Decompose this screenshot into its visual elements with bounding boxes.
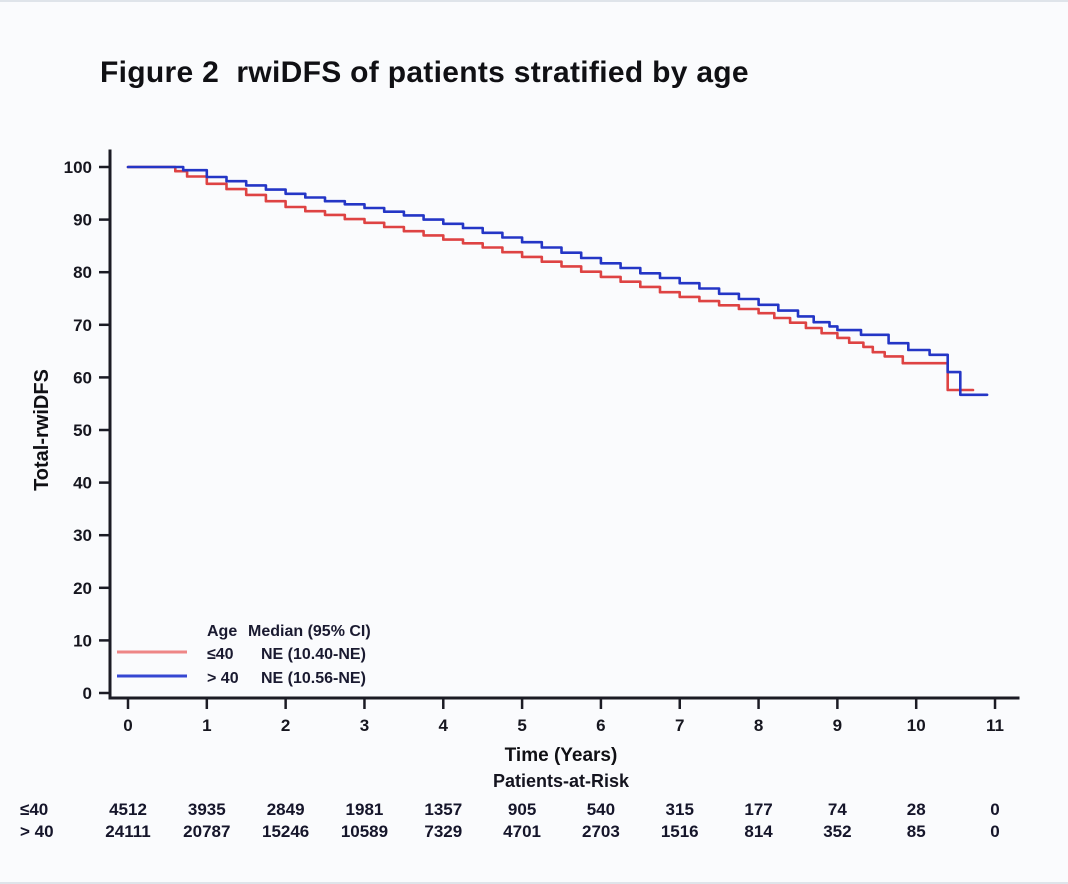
y-tick-label: 60 (73, 368, 92, 387)
risk-value: 24111 (105, 822, 150, 841)
risk-value: 20787 (183, 822, 230, 841)
risk-value: 0 (990, 800, 999, 819)
risk-value: 85 (907, 822, 926, 841)
risk-value: 315 (666, 800, 694, 819)
legend-median-gt40: NE (10.56-NE) (261, 670, 366, 687)
figure-title: Figure 2 rwiDFS of patients stratified b… (100, 56, 749, 89)
top-border (0, 0, 1068, 2)
risk-value: 28 (907, 800, 926, 819)
risk-table-header: Patients-at-Risk (493, 771, 630, 791)
legend-col2-header: Median (95% CI) (248, 623, 371, 640)
risk-value: 0 (990, 822, 999, 841)
legend-label-gt40: > 40 (207, 670, 239, 687)
x-tick-label: 4 (439, 716, 449, 735)
x-tick-label: 2 (281, 716, 290, 735)
y-tick-label: 10 (73, 631, 92, 650)
risk-value: 74 (828, 800, 847, 819)
y-axis-ticks: 0 10 20 30 40 50 60 70 80 90 100 (64, 158, 110, 703)
bottom-border (0, 882, 1068, 884)
x-tick-label: 11 (986, 716, 1004, 735)
x-tick-label: 8 (754, 716, 763, 735)
y-tick-label: 80 (73, 263, 92, 282)
risk-value: 352 (823, 822, 851, 841)
y-tick-label: 30 (73, 526, 92, 545)
risk-value: 7329 (424, 822, 462, 841)
x-tick-label: 9 (833, 716, 842, 735)
y-tick-label: 90 (73, 211, 92, 230)
risk-value: 2703 (582, 822, 620, 841)
y-tick-label: 0 (83, 684, 92, 703)
axes (108, 149, 1020, 700)
risk-value: 177 (744, 800, 772, 819)
legend-median-le40: NE (10.40-NE) (261, 646, 366, 663)
risk-value: 4512 (109, 800, 147, 819)
risk-value: 15246 (262, 822, 309, 841)
legend: Age Median (95% CI) ≤40 NE (10.40-NE) > … (117, 623, 371, 687)
risk-value: 3935 (188, 800, 226, 819)
risk-value: 1981 (346, 800, 384, 819)
risk-row-label: ≤40 (20, 800, 48, 819)
risk-value: 540 (587, 800, 615, 819)
y-tick-label: 100 (64, 158, 92, 177)
y-tick-label: 50 (73, 421, 92, 440)
risk-value: 2849 (267, 800, 305, 819)
x-tick-label: 0 (123, 716, 132, 735)
x-tick-label: 10 (907, 716, 926, 735)
x-tick-label: 1 (202, 716, 211, 735)
x-tick-label: 6 (596, 716, 605, 735)
risk-value: 10589 (341, 822, 388, 841)
survival-curves (126, 165, 989, 397)
legend-col1-header: Age (207, 623, 237, 640)
legend-label-le40: ≤40 (207, 646, 234, 663)
km-curve-le40 (126, 165, 975, 392)
x-axis-ticks: 0 1 2 3 4 5 6 7 8 9 10 11 (123, 698, 1004, 735)
risk-value: 814 (744, 822, 773, 841)
x-tick-label: 5 (517, 716, 526, 735)
y-tick-label: 20 (73, 579, 92, 598)
risk-value: 4701 (503, 822, 541, 841)
risk-value: 1357 (424, 800, 462, 819)
risk-row-label: > 40 (20, 822, 54, 841)
km-curve-gt40 (126, 165, 989, 397)
y-tick-label: 70 (73, 316, 92, 335)
x-tick-label: 3 (360, 716, 369, 735)
x-axis-title: Time (Years) (505, 745, 618, 766)
risk-value: 1516 (661, 822, 699, 841)
risk-value: 905 (508, 800, 536, 819)
patients-at-risk-table: ≤40 4512 3935 2849 1981 1357 905 540 315 177 74 28 0… (20, 800, 1000, 841)
y-tick-label: 40 (73, 474, 92, 493)
x-tick-label: 7 (675, 716, 684, 735)
y-axis-title: Total-rwiDFS (31, 369, 53, 491)
